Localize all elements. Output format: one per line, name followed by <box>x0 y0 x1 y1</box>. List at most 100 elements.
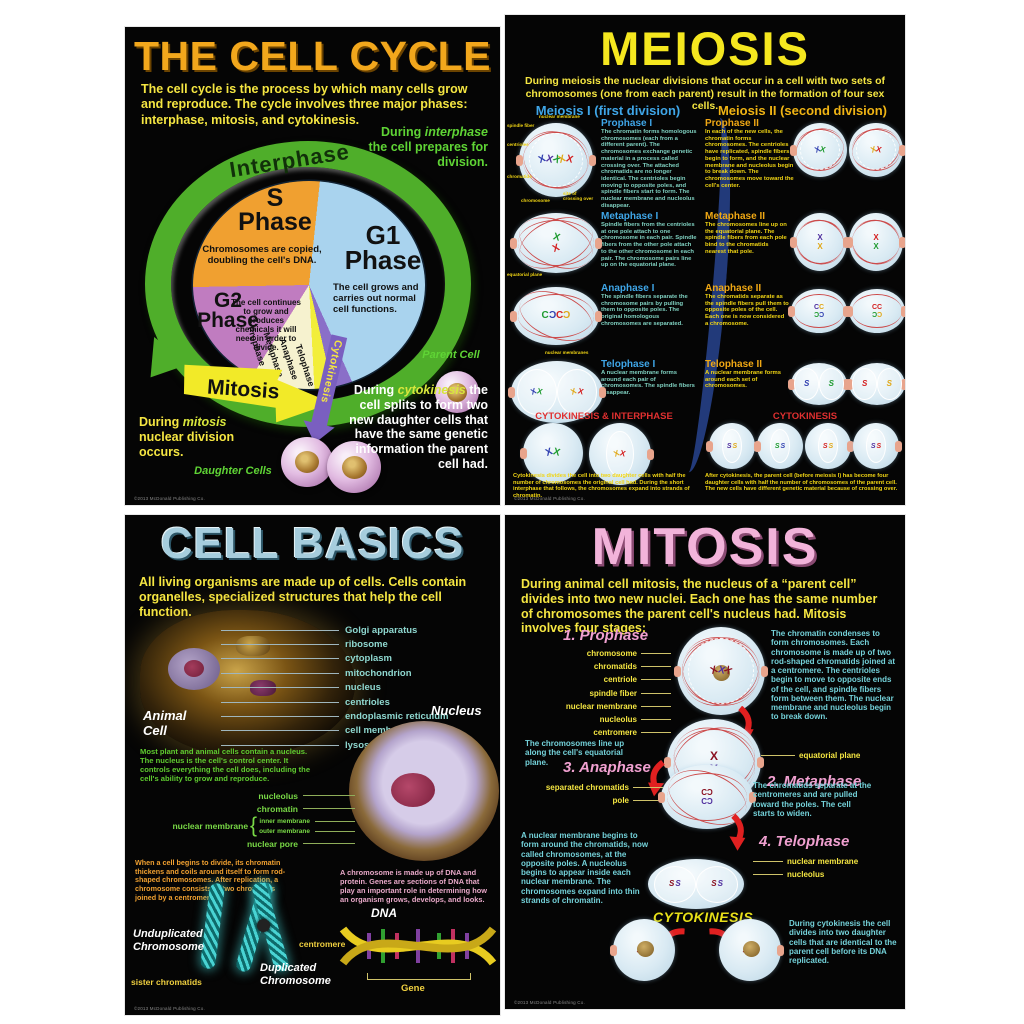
cytokinesis-header: CYTOKINESIS <box>772 411 838 422</box>
cell-basics-intro: All living organisms are made up of cell… <box>139 575 467 619</box>
phase-header: Anaphase I <box>601 283 655 294</box>
leader-line <box>753 874 783 876</box>
nucleus-label-list: nucleolus chromatin nuclear membrane{ in… <box>155 789 355 850</box>
phase-header: Telophase II <box>705 359 763 370</box>
organelle-label: Golgi apparatus <box>345 624 418 636</box>
copyright: ©2013 McDonald Publishing Co. <box>514 1000 585 1005</box>
label-row: chromosome <box>543 647 671 660</box>
outer-membrane-label: outer membrane <box>259 827 310 835</box>
label-row: nuclear membrane{ inner membrane outer m… <box>155 814 355 837</box>
label-row: nucleolus <box>753 868 879 881</box>
leader-line <box>761 755 795 756</box>
phase-text: In each of the new cells, the chromatin … <box>705 129 794 189</box>
organelle-row: nucleus <box>221 681 493 695</box>
cell-cycle-title: THE CELL CYCLE <box>133 33 492 79</box>
leader-line <box>221 701 339 703</box>
red-arrow-icon <box>648 759 665 797</box>
dna-text: A chromosome is made up of DNA and prote… <box>340 868 488 904</box>
phase-header: Telophase I <box>601 359 656 370</box>
meiosis-intro: During meiosis the nuclear divisions tha… <box>525 75 885 113</box>
nuclear-pore-label: nuclear pore <box>246 838 298 849</box>
diagram-label: centrioles <box>507 142 529 147</box>
note-emphasis: cytokinesis <box>397 383 466 397</box>
cytokinesis-text: After cytokinesis, the parent cell (befo… <box>705 473 898 492</box>
diagram-label: chromosome <box>521 198 550 203</box>
leader-line <box>221 730 339 732</box>
interphase-note: During interphase the cell prepares for … <box>360 125 489 169</box>
metaphase-text: The chromosomes line up along the cell's… <box>525 739 625 767</box>
cytokinesis-note: During cytokinesis the cell splits to fo… <box>333 383 488 472</box>
label-row: centriole <box>543 673 671 686</box>
duplicated-chromosome-illustration <box>233 875 295 979</box>
label-row: pole <box>539 794 663 807</box>
inner-membrane-label: inner membrane <box>259 817 310 825</box>
centromere-dot <box>257 919 270 932</box>
copyright: ©2013 McDonald Publishing Co. <box>514 496 585 501</box>
leader-line <box>221 658 339 660</box>
leader-line <box>315 830 355 832</box>
copyright: ©2013 McDonald Publishing Co. <box>134 496 205 501</box>
meiosis1-column-header: Meiosis I (first division) <box>535 103 681 118</box>
phase-text: Spindle fibers from the centrioles at on… <box>601 222 697 269</box>
note-text: the cell splits to form two new daughter… <box>349 383 488 471</box>
label: chromatids <box>593 662 637 672</box>
equatorial-plane-label: equatorial plane <box>799 751 861 760</box>
stage-header-metaphase: 2. Metaphase <box>767 773 862 790</box>
daughter-cells-label: Daughter Cells <box>194 465 272 477</box>
organelle-label: cytoplasm <box>345 653 392 665</box>
nucleolus-label: nucleolus <box>258 790 298 801</box>
nucleus-text: Most plant and animal cells contain a nu… <box>140 747 311 784</box>
label-row: chromatids <box>543 660 671 673</box>
phase-text: The chromatin forms homologous chromosom… <box>601 129 697 209</box>
organelle-label: nucleus <box>345 682 381 694</box>
phase-text: The spindle fibers separate the chromoso… <box>601 294 688 327</box>
telophase-text: A nuclear membrane begins to form around… <box>521 831 649 905</box>
label: centriole <box>603 675 637 685</box>
organelle-row: cytoplasm <box>221 652 493 666</box>
leader-line <box>221 644 339 646</box>
chromosome-text: When a cell begins to divide, its chroma… <box>135 858 286 902</box>
meiosis-title: MEIOSIS <box>600 22 810 75</box>
leader-line <box>221 687 339 689</box>
copyright: ©2013 McDonald Publishing Co. <box>134 1006 205 1011</box>
leader-line <box>303 843 355 844</box>
leader-line <box>641 732 671 734</box>
cytokinesis-text: During cytokinesis the cell divides into… <box>789 919 897 966</box>
centromere-label: centromere <box>299 939 346 949</box>
dna-label: DNA <box>371 906 397 920</box>
parent-cell-label: Parent Cell <box>422 349 480 361</box>
leader-line <box>315 820 355 822</box>
label-row: nuclear membrane <box>753 855 879 868</box>
red-arrow-icon <box>729 813 746 851</box>
label-row: chromatin <box>155 802 355 815</box>
organelle-row: ribosome <box>221 637 493 651</box>
cytokinesis-cell-illustration: SS <box>719 919 784 981</box>
gene-bracket <box>367 973 471 980</box>
mitosis-note: During mitosis nuclear division occurs. <box>139 415 263 459</box>
label: nuclear membrane <box>787 857 859 867</box>
cytokinesis-header: CYTOKINESIS <box>653 909 754 925</box>
phase-pie <box>193 181 425 389</box>
leader-line <box>221 629 339 631</box>
label-row: nuclear pore <box>155 837 355 850</box>
note-text: During <box>353 383 398 397</box>
phase-header: Prophase II <box>705 118 759 129</box>
note-text: During <box>381 125 425 139</box>
phase-text: A nuclear membrane forms around each pai… <box>601 370 695 397</box>
organelle-label: cell membrane <box>345 725 412 737</box>
cell-cycle-diagram: Interphase S Phase Chromosomes are copie… <box>133 135 487 435</box>
leader-line <box>633 800 663 802</box>
leader-line <box>221 744 339 746</box>
g2-phase-title: G2 Phase <box>197 289 259 332</box>
label: nuclear membrane <box>565 701 637 711</box>
daughter-cell-illustration <box>327 441 381 493</box>
